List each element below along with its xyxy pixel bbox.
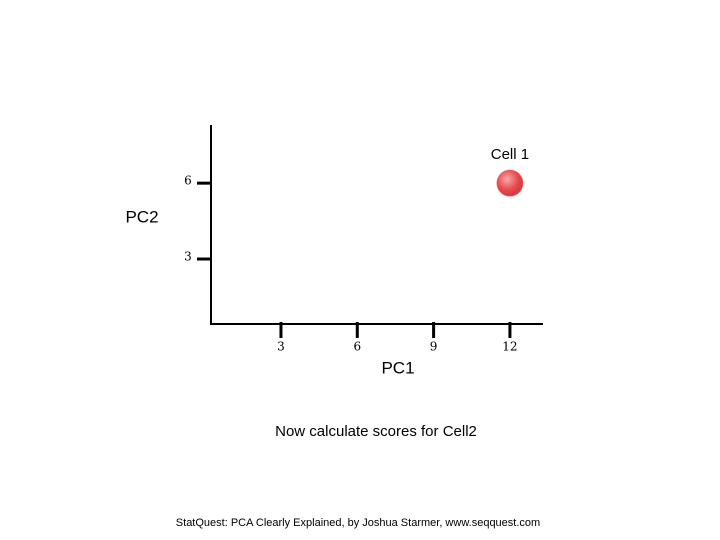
point-label: Cell 1 (491, 146, 529, 163)
x-axis-label: PC1 (381, 358, 414, 377)
y-tick-label: 3 (184, 250, 192, 264)
y-axis-label: PC2 (125, 207, 158, 226)
x-tick-label: 3 (277, 340, 285, 354)
y-tick-label: 6 (184, 174, 192, 188)
x-tick-label: 6 (353, 340, 361, 354)
x-tick-label: 12 (502, 340, 517, 354)
data-point (496, 169, 524, 197)
x-tick-label: 9 (430, 340, 438, 354)
footer: StatQuest: PCA Clearly Explained, by Jos… (176, 517, 540, 529)
annotation: Now calculate scores for Cell2 (275, 423, 477, 440)
